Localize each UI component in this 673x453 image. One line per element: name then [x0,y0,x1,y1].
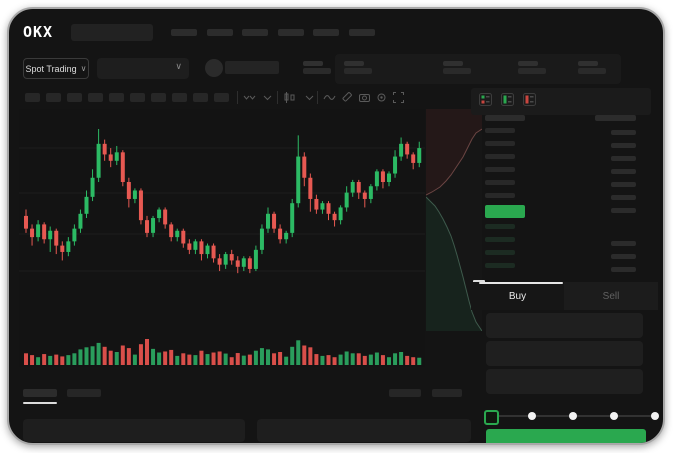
orderbook-col-header-left [485,115,525,121]
book-combined-icon[interactable] [479,93,492,106]
orderbook-amount-placeholder [611,156,636,161]
chevron-down-icon: ∨ [80,63,87,73]
toolbar-separator [317,91,318,104]
line-tools-chevrons-icon[interactable] [243,91,256,104]
book-bids-icon[interactable] [501,93,514,106]
orderbook-amount-placeholder [611,143,636,148]
bid-row-placeholder [485,224,515,229]
stat-value-placeholder [344,68,372,74]
bid-row-placeholder [485,250,515,255]
slider-step-3[interactable] [610,412,618,420]
trade-tabbar: Buy Sell [471,282,658,310]
orderbook-amount-placeholder [611,241,636,246]
orders-panel-row[interactable] [23,419,245,442]
ask-row-placeholder [485,193,515,198]
depth-chart [426,109,482,331]
slider-step-2[interactable] [569,412,577,420]
camera-icon[interactable] [358,91,371,104]
orderbook-amount-placeholder [611,254,636,259]
toolbar-separator [277,91,278,104]
chevron-down-icon[interactable] [261,91,274,104]
timeframe-button[interactable] [67,93,82,102]
ask-row-placeholder [485,154,515,159]
okx-logo: OKX [23,23,54,41]
settings-gear-icon[interactable] [375,91,388,104]
ask-row-placeholder [485,180,515,185]
candlestick-chart [19,109,425,367]
orderbook-header-bg [471,88,651,115]
market-type-label: Spot Trading [25,63,77,74]
orderbook-amount-placeholder [611,182,636,187]
nav-item[interactable] [277,29,304,36]
bottom-control[interactable] [432,389,462,397]
timeframe-button[interactable] [109,93,124,102]
timeframe-button[interactable] [193,93,208,102]
orderbook-last-price [485,205,525,218]
tab-buy[interactable]: Buy [508,290,527,302]
stat-value-placeholder [578,68,606,74]
search-input[interactable] [71,24,153,41]
submit-buy-button[interactable] [486,429,646,443]
timeframe-button[interactable] [151,93,166,102]
bottom-tab-underline [23,402,57,404]
ask-row-placeholder [485,167,515,172]
pair-title-placeholder [225,61,279,74]
timeframe-button[interactable] [46,93,61,102]
coin-avatar [205,59,223,77]
orderbook-amount-placeholder [611,195,636,200]
slider-step-0[interactable] [484,410,499,425]
timeframe-button[interactable] [130,93,145,102]
nav-item[interactable] [349,29,375,36]
bid-row-placeholder [485,263,515,268]
ticker-stats-strip [335,54,621,84]
book-asks-icon[interactable] [523,93,536,106]
app-window: OKX Spot Trading ∨ ∨ Buy Sell [7,7,665,445]
stat-label-placeholder [303,61,323,66]
orders-panel-row[interactable] [257,419,471,442]
orderbook-col-header-right [595,115,636,121]
slider-step-1[interactable] [528,412,536,420]
stat-value-placeholder [518,68,546,74]
stat-value-placeholder [443,68,471,74]
nav-item[interactable] [206,29,233,36]
measure-tag-icon[interactable] [340,91,353,104]
ask-row-placeholder [485,141,515,146]
market-type-selector[interactable]: Spot Trading ∨ [23,58,89,79]
indicator-wave-icon[interactable] [323,91,336,104]
chevron-down-icon[interactable] [303,91,316,104]
amount-input[interactable] [486,341,643,366]
timeframe-button[interactable] [172,93,187,102]
timeframe-button[interactable] [88,93,103,102]
pair-dropdown[interactable]: ∨ [97,58,189,79]
orderbook-amount-placeholder [611,267,636,272]
last-price-axis-tick [473,280,485,283]
stat-value-placeholder [303,68,331,74]
tab-sell[interactable]: Sell [564,282,658,310]
bottom-tab[interactable] [67,389,101,397]
stat-label-placeholder [344,61,364,66]
orderbook-amount-placeholder [611,130,636,135]
slider-step-4[interactable] [651,412,659,420]
orderbook-amount-placeholder [611,169,636,174]
chevron-down-icon: ∨ [175,61,182,71]
orderbook-amount-placeholder [611,208,636,213]
nav-item[interactable] [171,29,197,36]
stat-label-placeholder [518,61,538,66]
bottom-tab-active[interactable] [23,389,57,397]
active-tab-indicator [479,282,563,284]
ask-row-placeholder [485,128,515,133]
fullscreen-icon[interactable] [392,91,405,104]
toolbar-separator [237,91,238,104]
nav-item[interactable] [242,29,269,36]
bottom-control[interactable] [389,389,421,397]
bid-row-placeholder [485,237,515,242]
stat-label-placeholder [578,61,598,66]
nav-item[interactable] [313,29,340,36]
timeframe-button[interactable] [214,93,229,102]
candle-type-icon[interactable] [283,91,296,104]
stat-label-placeholder [443,61,463,66]
price-input[interactable] [486,313,643,338]
timeframe-button[interactable] [25,93,40,102]
total-input[interactable] [486,369,643,394]
